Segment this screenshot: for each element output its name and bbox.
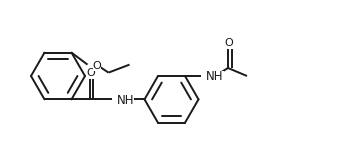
Text: NH: NH: [206, 71, 223, 83]
Text: NH: NH: [116, 94, 134, 107]
Text: O: O: [92, 61, 101, 71]
Text: O: O: [86, 68, 95, 78]
Text: O: O: [225, 38, 233, 48]
